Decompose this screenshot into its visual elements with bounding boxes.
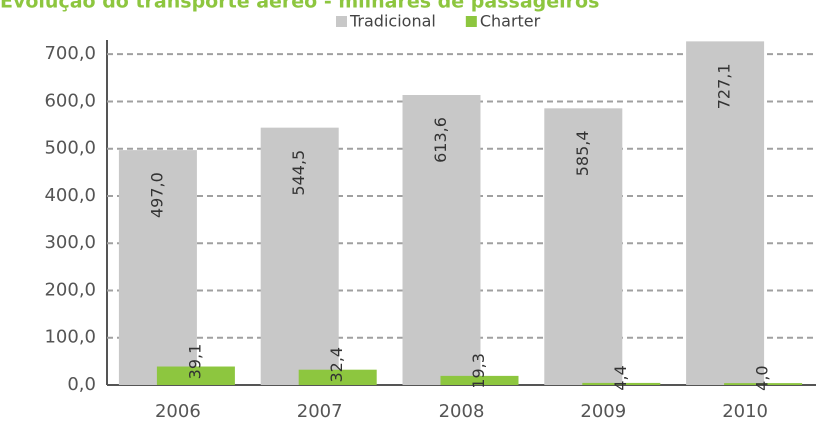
value-label: 39,1 [185, 344, 204, 380]
value-label: 4,4 [611, 365, 630, 390]
value-label: 497,0 [147, 172, 166, 218]
value-label: 19,3 [469, 353, 488, 389]
bar [582, 382, 661, 385]
bar [440, 375, 519, 385]
bar [686, 41, 765, 386]
legend-label: Charter [480, 12, 541, 31]
value-label: 4,0 [753, 365, 772, 390]
y-tick-label: 700,0 [44, 43, 96, 64]
y-tick-label: 400,0 [44, 185, 96, 206]
value-label: 32,4 [327, 347, 346, 383]
chart-title: Evolução do transporte aéreo - milhares … [0, 0, 599, 13]
bar [260, 127, 339, 385]
bar [402, 95, 481, 385]
y-tick-label: 100,0 [44, 327, 96, 348]
y-tick-label: 600,0 [44, 90, 96, 111]
legend-swatch [465, 16, 477, 27]
x-tick-label: 2006 [155, 401, 201, 422]
value-label: 544,5 [289, 150, 308, 196]
legend-label: Tradicional [349, 12, 436, 31]
bar [156, 366, 235, 385]
x-tick-label: 2007 [297, 401, 343, 422]
bar [118, 150, 197, 385]
value-label: 727,1 [715, 63, 734, 109]
bar [298, 369, 377, 385]
x-tick-label: 2008 [439, 401, 485, 422]
y-tick-label: 0,0 [67, 374, 96, 395]
value-label: 585,4 [573, 130, 592, 176]
bar [724, 383, 803, 385]
y-tick-label: 500,0 [44, 138, 96, 159]
legend-swatch [336, 16, 347, 27]
y-tick-label: 200,0 [44, 279, 96, 300]
y-tick-label: 300,0 [44, 232, 96, 253]
x-tick-label: 2010 [722, 401, 768, 422]
x-tick-label: 2009 [580, 401, 626, 422]
value-label: 613,6 [431, 117, 450, 163]
bar [544, 108, 623, 386]
